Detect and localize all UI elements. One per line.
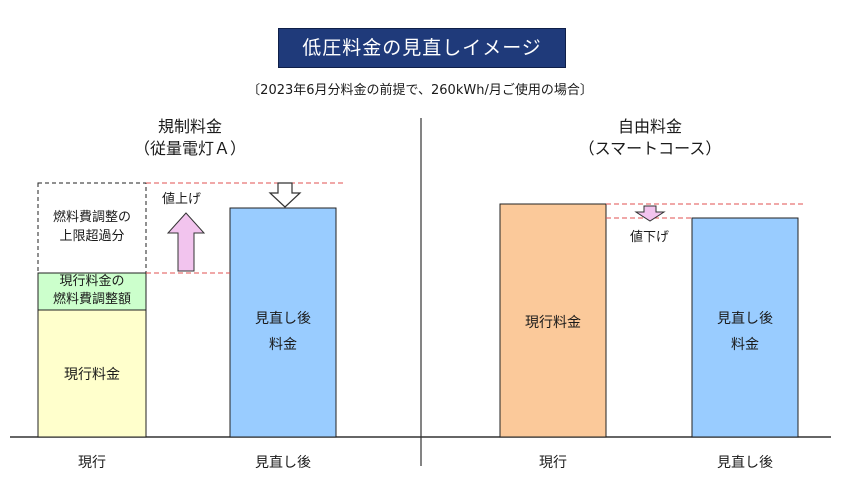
x-label-left-revised: 見直し後 <box>255 455 311 471</box>
right-title-line1: 自由料金 <box>617 117 682 136</box>
page-title: 低圧料金の見直しイメージ <box>278 28 566 68</box>
x-label-left-current: 現行 <box>78 455 106 471</box>
x-label-right-revised: 見直し後 <box>717 455 773 471</box>
increase-label: 値上げ <box>162 192 202 207</box>
page-subtitle: 〔2023年6月分料金の前提で、260kWh/月ご使用の場合〕 <box>247 83 593 98</box>
left-title-line1: 規制料金 <box>157 117 222 136</box>
bar-left-revised <box>229 207 337 438</box>
decrease-arrow-icon <box>634 205 666 222</box>
right-current-label: 現行料金 <box>525 315 581 331</box>
increase-arrow-icon <box>166 212 206 272</box>
bar-left-current-base <box>37 309 147 438</box>
left-revised-label-line2: 料金 <box>269 337 297 353</box>
left-panel-title: 規制料金 （従量電灯Ａ） <box>110 116 270 160</box>
fuel-adj-label-line1: 現行料金の <box>59 274 125 289</box>
right-revised-label-line2: 料金 <box>731 337 759 353</box>
right-revised-label-line1: 見直し後 <box>717 311 773 327</box>
right-panel-title: 自由料金 （スマートコース） <box>560 116 740 160</box>
fuel-adj-label-line2: 燃料費調整額 <box>52 292 131 307</box>
current-base-label: 現行料金 <box>64 367 120 383</box>
right-revised-label: 見直し後 料金 <box>692 306 798 358</box>
fuel-adj-label: 現行料金の 燃料費調整額 <box>38 273 146 309</box>
left-revised-label: 見直し後 料金 <box>230 306 336 358</box>
x-label-right-current: 現行 <box>539 455 567 471</box>
cap-excess-label-line1: 燃料費調整の <box>52 210 131 225</box>
decrease-label: 値下げ <box>630 230 670 245</box>
revised-down-arrow-icon <box>268 182 302 208</box>
right-title-line2: （スマートコース） <box>578 139 722 158</box>
left-title-line2: （従量電灯Ａ） <box>133 139 246 158</box>
bar-right-revised <box>691 217 799 438</box>
left-revised-label-line1: 見直し後 <box>255 311 311 327</box>
cap-excess-label: 燃料費調整の 上限超過分 <box>38 208 146 246</box>
cap-excess-label-line2: 上限超過分 <box>59 229 125 244</box>
bar-left-current-cap-excess <box>37 182 147 274</box>
bar-right-current <box>499 203 607 438</box>
